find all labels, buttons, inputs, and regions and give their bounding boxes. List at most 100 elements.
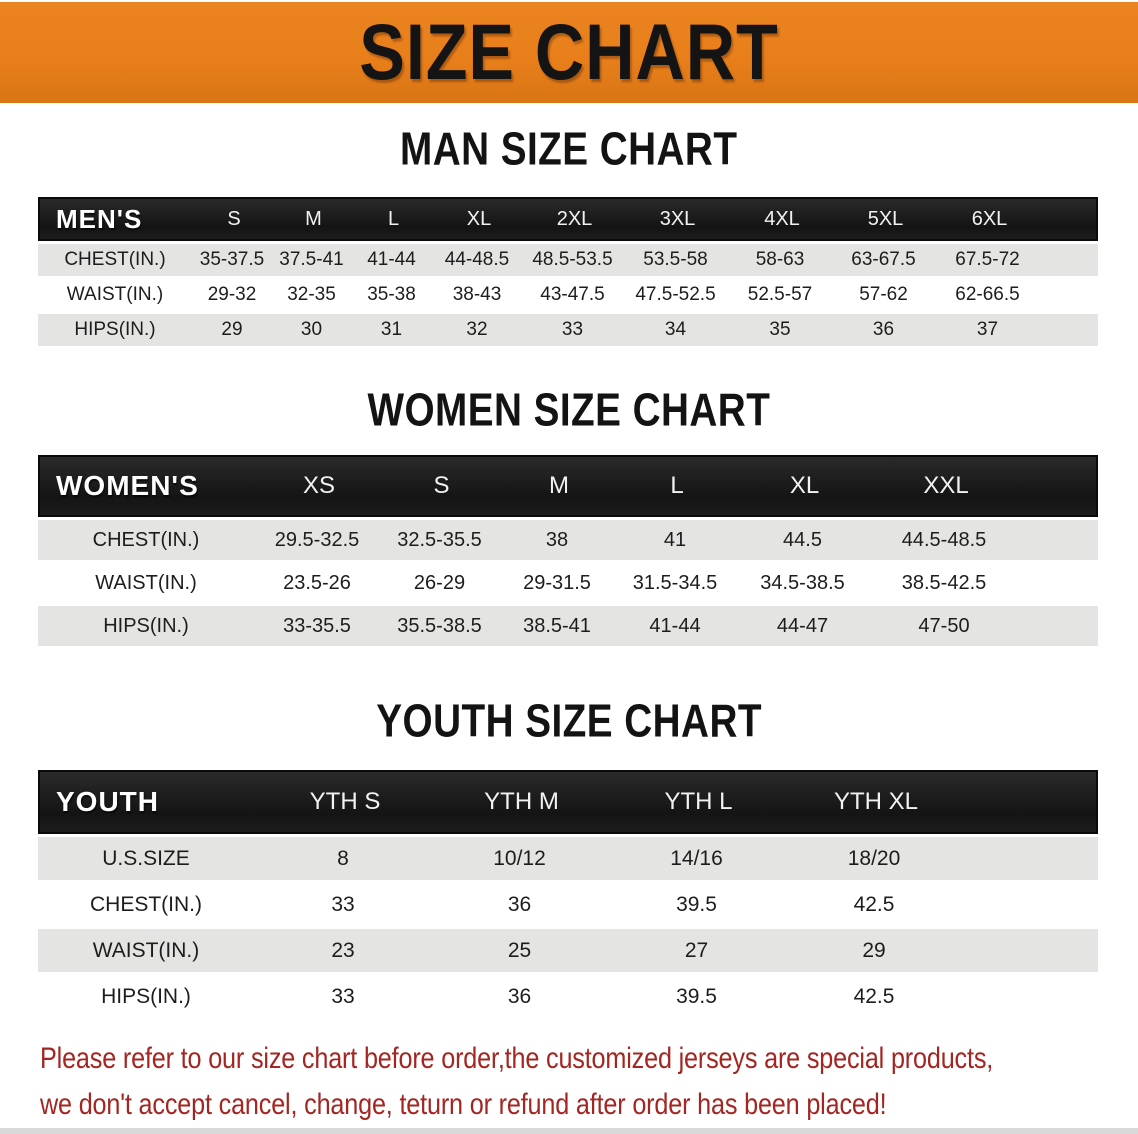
size-column-header: YTH XL [833,788,919,815]
size-value: 35-38 [367,284,416,305]
table-row: WAIST(IN.) 23 25 27 29 [38,929,1098,972]
size-value: 67.5-72 [955,249,1020,270]
row-label: WAIST(IN.) [95,571,197,594]
size-value: 44.5 [783,528,822,551]
row-label: CHEST(IN.) [90,892,202,916]
table-row: HIPS(IN.) 33-35.5 35.5-38.5 38.5-41 41-44 44-… [38,606,1098,646]
disclaimer-line-1: Please refer to our size chart before or… [40,1042,994,1075]
row-label: WAIST(IN.) [66,284,164,305]
size-value: 52.5-57 [747,284,813,305]
banner: SIZE CHART [0,2,1138,103]
row-label: HIPS(IN.) [103,614,189,637]
size-value: 38 [545,528,569,551]
size-value: 41 [663,528,687,551]
table-row: WAIST(IN.) 23.5-26 26-29 29-31.5 31.5-34.5 34… [38,563,1098,603]
men-section-heading: MAN SIZE CHART [0,123,1138,176]
table-row: CHEST(IN.) 35-37.5 37.5-41 41-44 44-48.5 48.5… [38,244,1098,276]
size-value: 25 [507,938,532,962]
size-value: 29.5-32.5 [274,528,360,551]
size-value: 48.5-53.5 [532,249,613,270]
size-column-header: 5XL [867,207,904,230]
table-row: CHEST(IN.) 29.5-32.5 32.5-35.5 38 41 44.5 44.5… [38,520,1098,560]
size-value: 8 [337,846,349,870]
size-value: 39.5 [676,892,717,916]
size-column-header: 4XL [764,207,800,230]
size-value: 27 [684,938,709,962]
size-value: 63-67.5 [851,249,916,270]
section-women: WOMEN SIZE CHART WOMEN'S XS S M L XL XXL CHEST(… [0,385,1138,646]
size-column-header: XS [302,472,335,499]
disclaimer: Please refer to our size chart before or… [40,1036,1138,1128]
table-title: WOMEN'S [56,470,199,501]
size-column-header: XXL [923,472,969,499]
size-column-header: S [433,472,450,499]
size-column-header: L [387,207,400,230]
size-value: 38-43 [452,284,502,305]
table-header-row: YOUTH YTH S YTH M YTH L YTH XL [38,770,1098,834]
size-value: 44.5-48.5 [901,528,987,551]
size-value: 57-62 [859,284,908,305]
size-value: 31.5-34.5 [632,571,718,594]
table-header-row: WOMEN'S XS S M L XL XXL [38,455,1098,517]
size-value: 30 [300,319,323,340]
size-value: 29 [221,319,243,340]
size-value: 18/20 [847,846,901,870]
size-column-header: S [227,207,241,230]
section-men: MAN SIZE CHART MEN'S S M L XL 2XL 3XL 4XL 5XL 6XL… [0,123,1138,346]
size-value: 32.5-35.5 [397,528,482,551]
size-value: 47-50 [918,614,970,637]
size-value: 23 [331,938,355,962]
men-section-heading-text: MAN SIZE CHART [400,123,738,176]
size-value: 37.5-41 [279,249,344,270]
youth-size-table: YOUTH YTH S YTH M YTH L YTH XL U.S.SIZE 8 10/12… [38,770,1098,1018]
size-column-header: 6XL [971,207,1008,230]
size-value: 29-32 [207,284,257,305]
size-value: 36 [507,984,532,1008]
size-value: 38.5-41 [523,614,591,637]
size-value: 62-66.5 [955,284,1020,305]
row-label: WAIST(IN.) [92,938,200,962]
size-value: 47.5-52.5 [635,284,716,305]
size-value: 38.5-42.5 [901,571,987,594]
size-column-header: L [670,472,684,499]
disclaimer-line-2: we don't accept cancel, change, teturn o… [40,1088,887,1121]
mens-size-table: MEN'S S M L XL 2XL 3XL 4XL 5XL 6XL CHEST(IN.) 35-37… [38,197,1098,346]
size-column-header: M [305,207,322,230]
size-value: 32 [466,319,488,340]
size-value: 42.5 [853,892,895,916]
table-title: MEN'S [56,203,143,234]
size-column-header: YTH S [309,788,381,815]
size-value: 44-48.5 [444,249,510,270]
table-row: WAIST(IN.) 29-32 32-35 35-38 38-43 43-47.5 47.… [38,279,1098,311]
size-value: 33-35.5 [283,614,351,637]
row-label: U.S.SIZE [102,846,190,870]
banner-title: SIZE CHART [359,8,779,97]
row-label: HIPS(IN.) [74,319,156,340]
size-value: 10/12 [493,846,546,870]
size-value: 41-44 [367,249,416,270]
size-value: 34 [664,319,687,340]
size-value: 42.5 [853,984,895,1008]
size-value: 33 [331,892,355,916]
size-value: 36 [507,892,532,916]
size-value: 41-44 [649,614,701,637]
table-title: YOUTH [56,786,159,817]
size-value: 23.5-26 [283,571,351,594]
row-label: HIPS(IN.) [101,984,191,1008]
size-value: 39.5 [676,984,717,1008]
disclaimer-line-2-wrap: we don't accept cancel, change, teturn o… [40,1082,1138,1128]
bottom-strip [0,1128,1138,1134]
size-value: 32-35 [287,284,336,305]
row-label: CHEST(IN.) [64,249,166,270]
size-column-header: 2XL [556,207,593,230]
size-value: 37 [976,319,999,340]
size-value: 36 [872,319,895,340]
size-value: 33 [561,319,584,340]
size-value: 44-47 [776,614,829,637]
youth-section-heading: YOUTH SIZE CHART [0,696,1138,747]
disclaimer-line-1-wrap: Please refer to our size chart before or… [40,1036,1138,1082]
size-value: 35-37.5 [199,249,265,270]
women-section-heading: WOMEN SIZE CHART [0,385,1138,436]
size-value: 14/16 [670,846,723,870]
